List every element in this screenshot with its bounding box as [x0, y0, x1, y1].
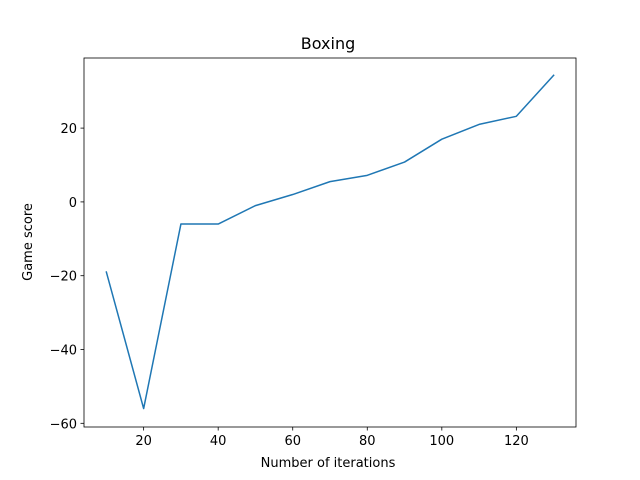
x-tick-label-80: 80 — [359, 434, 376, 449]
y-axis-label: Game score — [21, 203, 36, 281]
y-tick-label--20: −20 — [50, 270, 77, 285]
y-tick-label-0: 0 — [69, 196, 77, 211]
x-tick-label-100: 100 — [429, 434, 454, 449]
y-tick-label--40: −40 — [50, 344, 77, 359]
x-tick-label-120: 120 — [504, 434, 529, 449]
x-axis-label: Number of iterations — [261, 456, 396, 471]
x-tick-label-60: 60 — [284, 434, 301, 449]
chart-title: Boxing — [301, 34, 355, 53]
y-tick-label--60: −60 — [50, 417, 77, 432]
x-tick-label-20: 20 — [135, 434, 152, 449]
series-line-0 — [106, 75, 553, 408]
plot-area: 20 40 60 80 100 120 −60 −40 −20 0 20 — [50, 58, 576, 449]
plot-frame — [84, 58, 576, 427]
x-tick-label-40: 40 — [210, 434, 227, 449]
y-tick-label-20: 20 — [60, 122, 77, 137]
